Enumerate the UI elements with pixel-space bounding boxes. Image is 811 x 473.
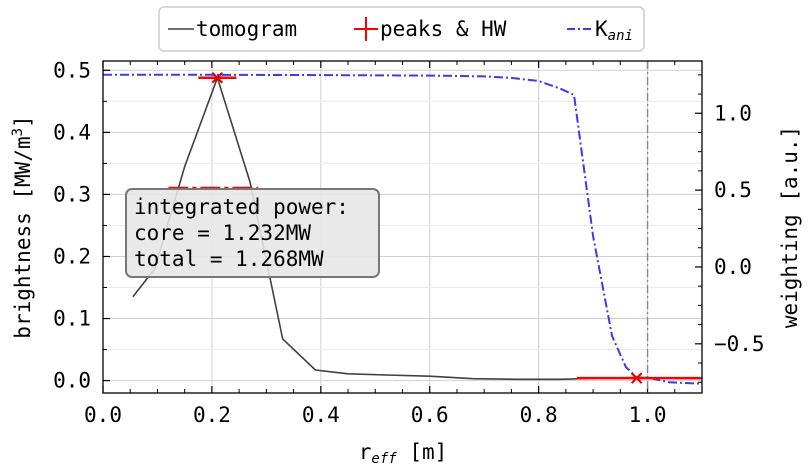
plot-frame xyxy=(102,60,703,394)
annotation-line-1: integrated power: xyxy=(134,195,349,219)
y-right-tick-label: −0.5 xyxy=(714,332,765,356)
annotation-line-2: core = 1.232MW xyxy=(134,221,311,245)
legend-label-kani: Kani xyxy=(595,17,633,44)
legend-label-peaks: peaks & HW xyxy=(380,17,507,41)
x-axis-label: reff [m] xyxy=(359,440,448,467)
x-tick-label: 0.2 xyxy=(193,403,231,427)
ticks-layer: 0.0 0.2 0.4 0.6 0.8 1.0 0.0 0.1 0.2 0.3 0.4 0.5 1.0 0… xyxy=(53,58,765,427)
annotation-box: integrated power: core = 1.232MW total =… xyxy=(125,188,380,278)
x-tick-label: 0.0 xyxy=(84,403,122,427)
y-left-tick-label: 0.3 xyxy=(53,182,91,206)
y-axis-label-left: brightness [MW/m3] xyxy=(10,115,35,338)
x-tick-label: 0.4 xyxy=(302,403,340,427)
annotation-line-3: total = 1.268MW xyxy=(134,247,324,271)
y-axis-label-right: weighting [a.u.] xyxy=(778,126,802,328)
legend-swatch-peaks xyxy=(354,17,378,41)
y-left-tick-label: 0.0 xyxy=(53,369,91,393)
peak-marker xyxy=(211,72,224,84)
y-right-tick-label: 0.0 xyxy=(714,255,752,279)
x-tick-label: 0.8 xyxy=(520,403,558,427)
y-left-tick-label: 0.4 xyxy=(53,120,91,144)
y-left-tick-label: 0.1 xyxy=(53,307,91,331)
legend: tomogram peaks & HW Kani xyxy=(158,6,645,52)
y-right-tick-label: 1.0 xyxy=(714,101,752,125)
y-right-tick-label: 0.5 xyxy=(714,178,752,202)
x-tick-label: 1.0 xyxy=(629,403,667,427)
x-tick-label: 0.6 xyxy=(411,403,449,427)
peak-marker xyxy=(630,372,643,384)
legend-label-tomogram: tomogram xyxy=(196,17,297,41)
y-left-tick-label: 0.2 xyxy=(53,244,91,268)
y-left-tick-label: 0.5 xyxy=(53,58,91,82)
